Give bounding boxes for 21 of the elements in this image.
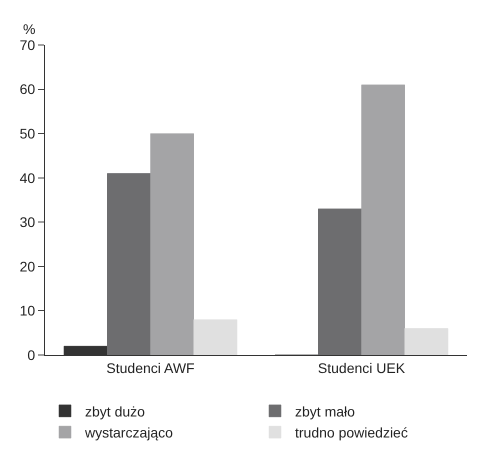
y-tick-label: 30 <box>20 214 36 230</box>
y-tick-label: 70 <box>20 36 36 53</box>
y-tick-label: 20 <box>20 258 36 274</box>
y-tick-label: 50 <box>20 125 36 142</box>
y-axis-title: % <box>23 21 36 37</box>
bar <box>361 84 406 355</box>
y-tick-label: 0 <box>27 346 36 363</box>
bar <box>194 319 238 355</box>
bar <box>150 133 194 355</box>
legend-label: wystarczająco <box>84 424 174 441</box>
legend-label: trudno powiedzieć <box>295 424 408 441</box>
y-tick-label: 40 <box>20 170 36 186</box>
bar <box>318 208 362 355</box>
bar <box>107 173 151 355</box>
bar <box>404 328 448 355</box>
x-tick-label: Studenci AWF <box>106 360 195 376</box>
legend-label: zbyt dużo <box>85 403 146 420</box>
y-tick-label: 60 <box>20 81 36 98</box>
legend-label: zbyt mało <box>295 403 356 420</box>
x-tick-label: Studenci UEK <box>318 360 406 376</box>
y-tick-label: 10 <box>20 302 36 319</box>
